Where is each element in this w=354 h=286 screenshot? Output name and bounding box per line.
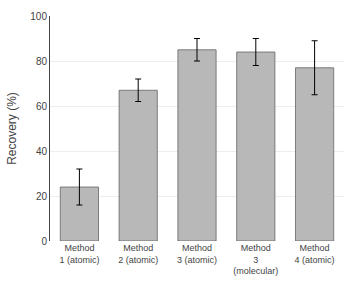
svg-text:60: 60 bbox=[36, 101, 48, 112]
svg-text:100: 100 bbox=[30, 11, 47, 22]
svg-text:Recovery (%): Recovery (%) bbox=[5, 92, 19, 165]
svg-text:20: 20 bbox=[36, 191, 48, 202]
svg-text:Method1 (atomic): Method1 (atomic) bbox=[59, 243, 99, 265]
svg-text:Method2 (atomic): Method2 (atomic) bbox=[118, 243, 158, 265]
svg-text:80: 80 bbox=[36, 56, 48, 67]
svg-text:Method3 (atomic): Method3 (atomic) bbox=[177, 243, 217, 265]
svg-text:0: 0 bbox=[41, 236, 47, 247]
svg-text:Method4 (atomic): Method4 (atomic) bbox=[295, 243, 335, 265]
svg-text:40: 40 bbox=[36, 146, 48, 157]
svg-text:Method3(molecular): Method3(molecular) bbox=[233, 243, 278, 276]
